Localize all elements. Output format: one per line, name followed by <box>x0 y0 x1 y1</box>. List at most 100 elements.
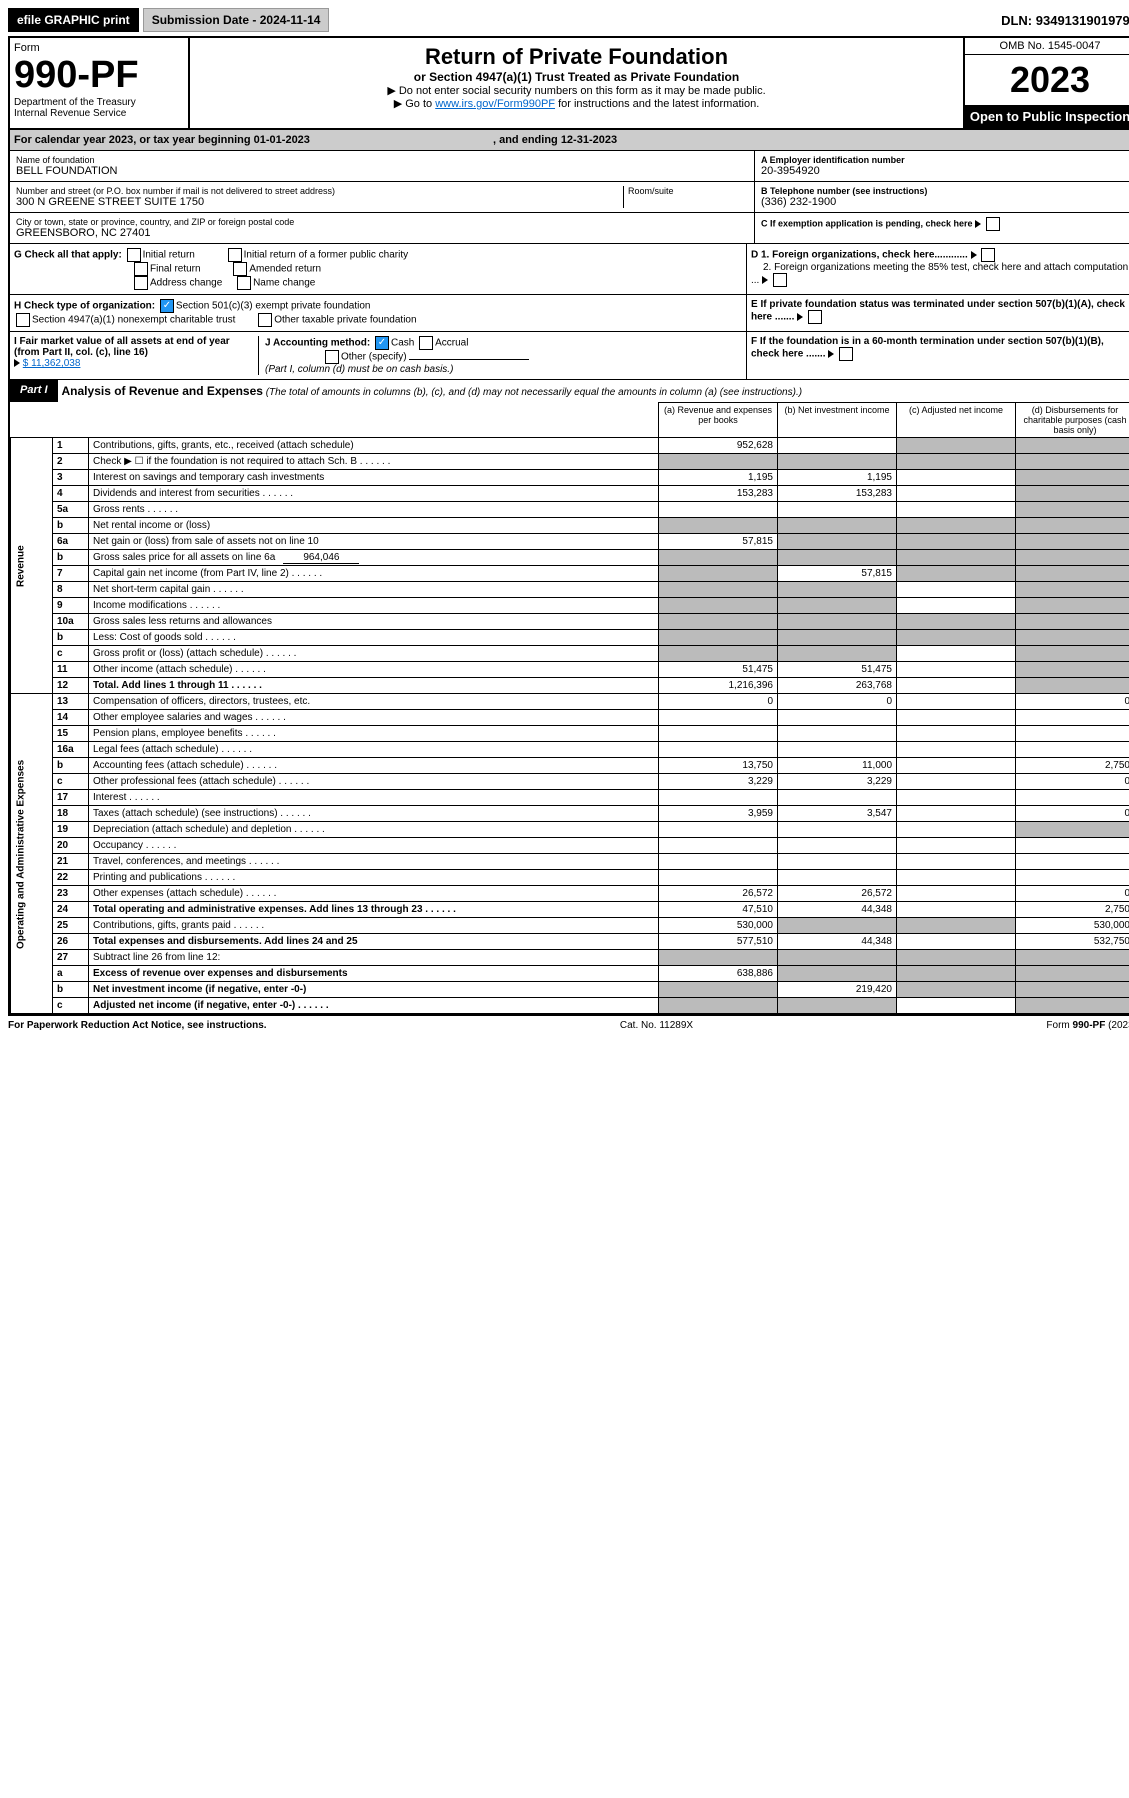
cell-value: 2,750 <box>1016 758 1129 774</box>
row-description: Legal fees (attach schedule) . . . . . . <box>89 742 659 758</box>
table-row: Operating and Administrative Expenses13C… <box>11 694 1129 710</box>
cell-value: 51,475 <box>778 662 897 678</box>
section-g: G Check all that apply: Initial return I… <box>10 244 746 294</box>
irs-link[interactable]: www.irs.gov/Form990PF <box>435 98 555 110</box>
cat-no: Cat. No. 11289X <box>620 1020 693 1031</box>
efile-print-button[interactable]: efile GRAPHIC print <box>8 8 139 32</box>
address-cell: Number and street (or P.O. box number if… <box>10 182 754 213</box>
checkbox-j-accrual[interactable] <box>419 336 433 350</box>
checkbox-d1[interactable] <box>981 248 995 262</box>
arrow-icon <box>975 220 981 228</box>
section-e: E If private foundation status was termi… <box>746 295 1129 331</box>
cell-value <box>778 950 897 966</box>
checkbox-g4[interactable] <box>233 262 247 276</box>
cell-value <box>897 886 1016 902</box>
row-description: Taxes (attach schedule) (see instruction… <box>89 806 659 822</box>
table-row: 25Contributions, gifts, grants paid . . … <box>11 918 1129 934</box>
part1-tag: Part I <box>10 380 58 402</box>
checkbox-g2[interactable] <box>228 248 242 262</box>
cell-value <box>897 630 1016 646</box>
cell-value <box>1016 838 1129 854</box>
table-row: 22Printing and publications . . . . . . <box>11 870 1129 886</box>
col-a-header: (a) Revenue and expenses per books <box>659 403 778 438</box>
checkbox-g6[interactable] <box>237 276 251 290</box>
row-number: 18 <box>53 806 89 822</box>
row-number: 6a <box>53 534 89 550</box>
row-number: 19 <box>53 822 89 838</box>
checkbox-h1[interactable] <box>160 299 174 313</box>
row-number: 26 <box>53 934 89 950</box>
cell-value <box>778 918 897 934</box>
cell-value <box>1016 630 1129 646</box>
row-number: c <box>53 998 89 1014</box>
cell-value <box>897 758 1016 774</box>
checkbox-j-cash[interactable] <box>375 336 389 350</box>
cell-value: 0 <box>1016 806 1129 822</box>
cell-value <box>659 870 778 886</box>
table-row: cGross profit or (loss) (attach schedule… <box>11 646 1129 662</box>
table-row: 19Depreciation (attach schedule) and dep… <box>11 822 1129 838</box>
checkbox-g3[interactable] <box>134 262 148 276</box>
part1-header: Part I Analysis of Revenue and Expenses … <box>10 380 1129 402</box>
form-header: Form 990-PF Department of the Treasury I… <box>10 38 1129 130</box>
row-description: Other expenses (attach schedule) . . . .… <box>89 886 659 902</box>
checkbox-g1[interactable] <box>127 248 141 262</box>
checkbox-j-other[interactable] <box>325 350 339 364</box>
cell-value: 0 <box>1016 774 1129 790</box>
section-h: H Check type of organization: Section 50… <box>10 295 746 331</box>
cell-value <box>659 838 778 854</box>
table-row: 21Travel, conferences, and meetings . . … <box>11 854 1129 870</box>
cell-value: 153,283 <box>659 486 778 502</box>
checkbox-g5[interactable] <box>134 276 148 290</box>
top-toolbar: efile GRAPHIC print Submission Date - 20… <box>8 8 1129 32</box>
cell-value <box>897 774 1016 790</box>
row-description: Interest on savings and temporary cash i… <box>89 470 659 486</box>
cell-value: 530,000 <box>1016 918 1129 934</box>
row-description: Gross profit or (loss) (attach schedule)… <box>89 646 659 662</box>
submission-date-badge: Submission Date - 2024-11-14 <box>143 8 330 32</box>
cell-value <box>1016 454 1129 470</box>
checkbox-d2[interactable] <box>773 273 787 287</box>
cell-value <box>778 822 897 838</box>
checkbox-e[interactable] <box>808 310 822 324</box>
cell-value <box>659 950 778 966</box>
checkbox-h2[interactable] <box>16 313 30 327</box>
table-row: cAdjusted net income (if negative, enter… <box>11 998 1129 1014</box>
cell-value <box>778 438 897 454</box>
table-row: 23Other expenses (attach schedule) . . .… <box>11 886 1129 902</box>
cell-value <box>897 838 1016 854</box>
expenses-side-label: Operating and Administrative Expenses <box>11 694 53 1014</box>
checkbox-c[interactable] <box>986 217 1000 231</box>
cell-value <box>1016 662 1129 678</box>
col-b-header: (b) Net investment income <box>778 403 897 438</box>
table-row: bLess: Cost of goods sold . . . . . . <box>11 630 1129 646</box>
cell-value <box>897 534 1016 550</box>
row-number: a <box>53 966 89 982</box>
cell-value <box>659 790 778 806</box>
row-number: 15 <box>53 726 89 742</box>
row-description: Pension plans, employee benefits . . . .… <box>89 726 659 742</box>
paperwork-notice: For Paperwork Reduction Act Notice, see … <box>8 1020 267 1031</box>
cell-value: 11,000 <box>778 758 897 774</box>
cell-value <box>1016 742 1129 758</box>
table-row: 4Dividends and interest from securities … <box>11 486 1129 502</box>
row-number: b <box>53 982 89 998</box>
cell-value <box>778 582 897 598</box>
cell-value <box>1016 950 1129 966</box>
cell-value: 51,475 <box>659 662 778 678</box>
row-description: Total expenses and disbursements. Add li… <box>89 934 659 950</box>
cell-value <box>659 518 778 534</box>
cell-value <box>778 502 897 518</box>
table-row: 24Total operating and administrative exp… <box>11 902 1129 918</box>
table-row: bNet investment income (if negative, ent… <box>11 982 1129 998</box>
table-row: 17Interest . . . . . . <box>11 790 1129 806</box>
cell-value <box>1016 646 1129 662</box>
cell-value <box>778 790 897 806</box>
table-row: 27Subtract line 26 from line 12: <box>11 950 1129 966</box>
instruction-2: ▶ Go to www.irs.gov/Form990PF for instru… <box>196 97 957 110</box>
table-row: 14Other employee salaries and wages . . … <box>11 710 1129 726</box>
checkbox-h3[interactable] <box>258 313 272 327</box>
checkbox-f[interactable] <box>839 347 853 361</box>
dept-treasury: Department of the Treasury <box>14 97 184 108</box>
row-number: 12 <box>53 678 89 694</box>
